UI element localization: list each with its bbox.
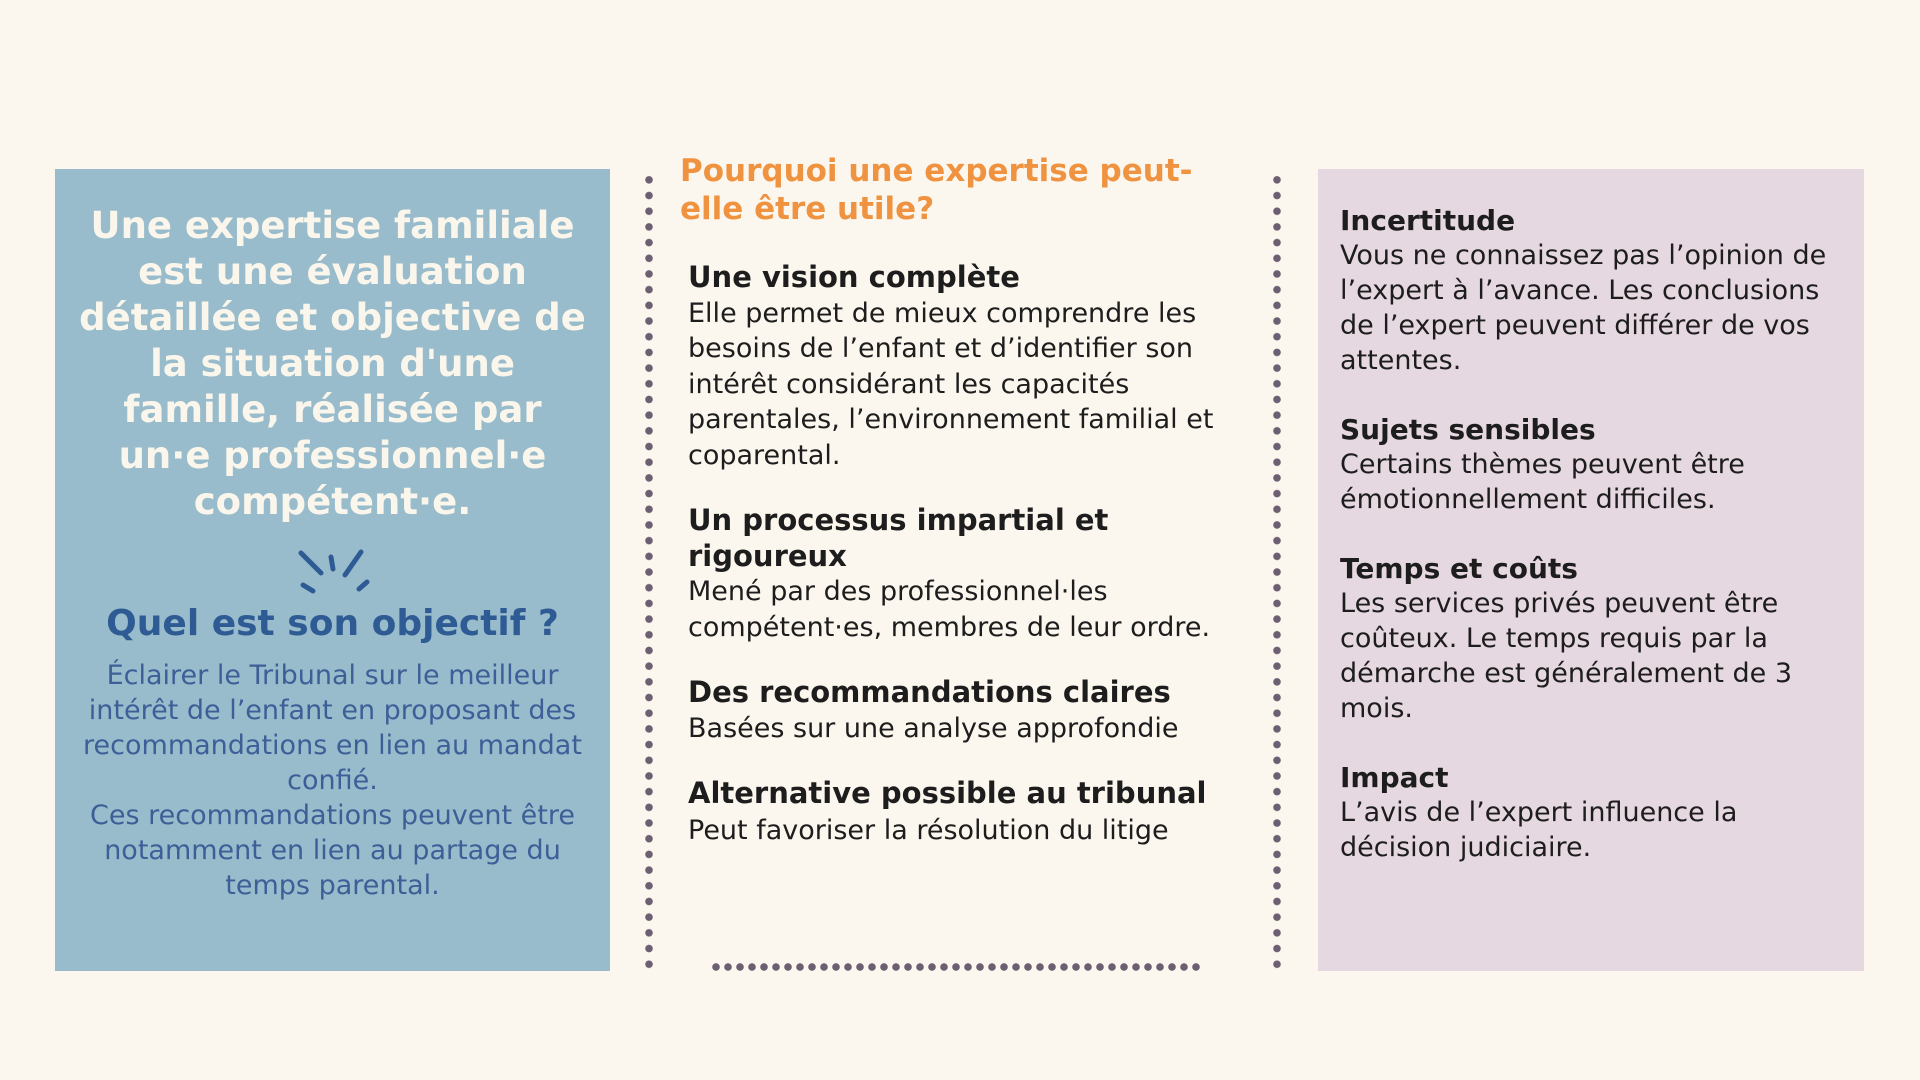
benefit-title: Une vision complète xyxy=(688,260,1020,294)
benefit-text: Mené par des professionnel·les compétent… xyxy=(688,576,1211,643)
consideration-title: Incertitude xyxy=(1340,204,1516,237)
consideration-item: Sujets sensibles Certains thèmes peuvent … xyxy=(1340,412,1842,517)
sparkle-icon xyxy=(298,549,369,594)
benefit-item: Une vision complète Elle permet de mieux … xyxy=(688,260,1250,473)
benefit-title: Alternative possible au tribunal xyxy=(688,776,1207,810)
benefit-text: Elle permet de mieux comprendre les beso… xyxy=(688,297,1214,471)
consideration-title: Impact xyxy=(1340,761,1449,794)
dotted-divider-right xyxy=(1273,172,1281,972)
objective-heading: Quel est son objectif ? xyxy=(106,603,559,644)
benefit-text: Peut favoriser la résolution du litige xyxy=(688,814,1169,846)
benefit-text: Basées sur une analyse approfondie xyxy=(688,712,1179,744)
benefit-item: Des recommandations claires Basées sur un… xyxy=(688,675,1250,746)
considerations-panel: Incertitude Vous ne connaissez pas l’opin… xyxy=(1318,169,1864,971)
objective-text: Éclairer le Tribunal sur le meilleur int… xyxy=(83,660,582,796)
consideration-title: Temps et coûts xyxy=(1340,552,1578,585)
definition-panel: Une expertise familiale est une évaluati… xyxy=(55,169,610,971)
consideration-item: Temps et coûts Les services privés peuven… xyxy=(1340,551,1842,726)
consideration-item: Impact L’avis de l’expert influence la dé… xyxy=(1340,760,1842,865)
consideration-item: Incertitude Vous ne connaissez pas l’opin… xyxy=(1340,203,1842,378)
consideration-text: Vous ne connaissez pas l’opinion de l’ex… xyxy=(1340,240,1827,376)
benefits-title: Pourquoi une expertise peut-elle être ut… xyxy=(680,153,1193,227)
consideration-text: Les services privés peuvent être coûteux… xyxy=(1340,588,1793,724)
benefit-item: Alternative possible au tribunal Peut fa… xyxy=(688,776,1250,848)
consideration-text: Certains thèmes peuvent être émotionnell… xyxy=(1340,449,1745,515)
dotted-divider-left xyxy=(645,172,653,972)
dotted-divider-bottom xyxy=(710,963,1202,971)
benefit-title: Un processus impartial et rigoureux xyxy=(688,503,1109,573)
definition-text: Une expertise familiale est une évaluati… xyxy=(79,204,586,523)
benefits-section: Pourquoi une expertise peut-elle être ut… xyxy=(680,152,1250,878)
consideration-title: Sujets sensibles xyxy=(1340,413,1596,446)
consideration-text: L’avis de l’expert influence la décision… xyxy=(1340,797,1738,863)
benefit-item: Un processus impartial et rigoureux Mené … xyxy=(688,503,1250,645)
objective-text-2: Ces recommandations peuvent être notamme… xyxy=(90,800,575,901)
benefit-title: Des recommandations claires xyxy=(688,675,1171,709)
